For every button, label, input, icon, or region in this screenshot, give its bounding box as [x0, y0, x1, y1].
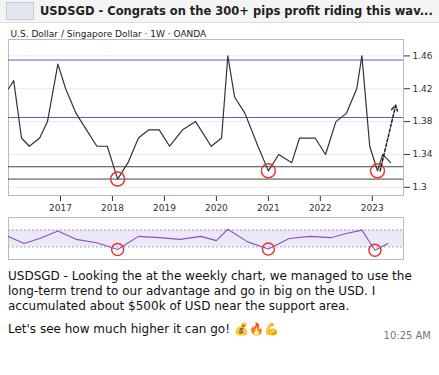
- svg-text:U.S. Dollar / Singapore Dollar: U.S. Dollar / Singapore Dollar · 1W · OA…: [11, 29, 208, 39]
- svg-text:2021: 2021: [257, 203, 280, 213]
- svg-text:2017: 2017: [49, 203, 72, 213]
- svg-text:1.38: 1.38: [413, 116, 433, 126]
- svg-text:2019: 2019: [153, 203, 176, 213]
- svg-text:1.42: 1.42: [413, 84, 433, 94]
- svg-text:2022: 2022: [309, 203, 332, 213]
- html-text:USDSGD - Looking the at the we: USDSGD - Looking the at the weekly chart…: [8, 269, 412, 313]
- svg-text:1.34: 1.34: [413, 149, 433, 159]
- svg-text:1.46: 1.46: [413, 51, 433, 61]
- html-text:Let's see how much higher it c: Let's see how much higher it can go! 💰🔥💪: [8, 322, 279, 336]
- svg-text:2020: 2020: [205, 203, 228, 213]
- svg-text:1.3: 1.3: [413, 182, 427, 192]
- svg-text:2023: 2023: [361, 203, 384, 213]
- html-text:USDSGD - Congrats on the 300+: USDSGD - Congrats on the 300+ pips profi…: [40, 4, 433, 18]
- html-text:10:25 AM: 10:25 AM: [383, 330, 431, 341]
- svg-text:2018: 2018: [101, 203, 124, 213]
